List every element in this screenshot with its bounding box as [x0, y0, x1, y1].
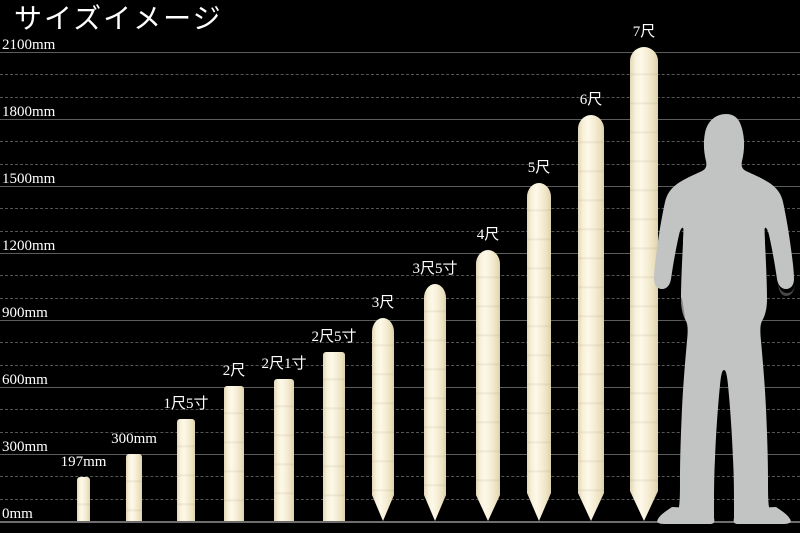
gridline-minor	[0, 409, 800, 411]
bar-shaft	[177, 419, 195, 521]
bar-label: 3尺	[371, 294, 395, 311]
gridline-minor	[0, 342, 800, 344]
y-axis-tick-label: 1200mm	[2, 238, 56, 254]
bar-label: 2尺	[222, 362, 246, 379]
gridline-major	[0, 454, 800, 455]
bar-grain-texture	[126, 454, 142, 521]
gridline-minor	[0, 230, 800, 232]
bar-shaft	[372, 317, 394, 495]
bar-grain-texture	[372, 317, 394, 495]
bar-grain-texture	[224, 385, 244, 521]
gridline-major	[0, 320, 800, 321]
bar-label: 2尺1寸	[261, 355, 307, 372]
bar-label: 1尺5寸	[163, 396, 209, 413]
bar	[224, 385, 244, 521]
bar-grain-texture	[527, 182, 551, 493]
gridline-minor	[0, 297, 800, 299]
gridline-major	[0, 253, 800, 254]
human-silhouette: 1800mm （180cm）	[652, 113, 800, 524]
gridline-minor	[0, 163, 800, 165]
bar	[177, 419, 195, 521]
gridline-major	[0, 52, 800, 53]
bar	[424, 284, 446, 521]
bar-shaft	[224, 385, 244, 521]
bar-grain-texture	[476, 250, 500, 495]
bar-shaft	[77, 477, 90, 521]
bar-label: 300mm	[111, 431, 157, 447]
bar-pointed-tip	[424, 494, 446, 521]
bar	[323, 351, 345, 521]
bar	[274, 378, 294, 521]
page-title: サイズイメージ	[14, 2, 223, 35]
y-axis-tick-label: 2100mm	[2, 37, 56, 53]
bar-label: 5尺	[527, 159, 551, 176]
y-axis-tick-label: 600mm	[2, 372, 48, 388]
gridline-minor	[0, 141, 800, 143]
bar-pointed-tip	[372, 494, 394, 521]
gridline-minor	[0, 431, 800, 433]
bar-grain-texture	[77, 477, 90, 521]
bar-grain-texture	[323, 351, 345, 521]
bar-shaft	[476, 250, 500, 495]
bar	[77, 477, 90, 521]
bar	[476, 250, 500, 521]
gridline-minor	[0, 74, 800, 76]
bar-shaft	[274, 378, 294, 521]
bar-shaft	[578, 114, 604, 493]
bar-pointed-tip	[578, 492, 604, 521]
bar-grain-texture	[578, 114, 604, 493]
y-axis-tick-label: 0mm	[2, 506, 33, 522]
gridline-major	[0, 186, 800, 187]
bar-label: 197mm	[60, 454, 107, 470]
y-axis-tick-label: 1800mm	[2, 104, 56, 120]
gridline-minor	[0, 96, 800, 98]
bar	[372, 317, 394, 521]
y-axis-tick-label: 1500mm	[2, 171, 56, 187]
bar	[527, 182, 551, 521]
gridline-major	[0, 119, 800, 120]
y-axis-tick-label: 300mm	[2, 439, 48, 455]
bar	[126, 454, 142, 521]
bar-grain-texture	[274, 378, 294, 521]
bar-shaft	[424, 284, 446, 495]
bar-label: 2尺5寸	[311, 328, 357, 345]
gridline-minor	[0, 498, 800, 500]
bar-pointed-tip	[527, 492, 551, 521]
gridline-minor	[0, 275, 800, 277]
bar-pointed-tip	[476, 494, 500, 521]
gridline-minor	[0, 364, 800, 366]
bar-grain-texture	[424, 284, 446, 495]
gridline-minor	[0, 208, 800, 210]
gridline-minor	[0, 476, 800, 478]
y-axis-tick-label: 900mm	[2, 305, 48, 321]
bar-label: 6尺	[579, 91, 603, 108]
bar-label: 3尺5寸	[412, 261, 458, 278]
bar-label: 7尺	[632, 24, 656, 41]
bar-shaft	[323, 351, 345, 521]
axis-baseline	[0, 521, 800, 523]
bar-label: 4尺	[476, 227, 500, 244]
bar-grain-texture	[177, 419, 195, 521]
bar-shaft	[527, 182, 551, 493]
gridline-major	[0, 387, 800, 388]
bar	[578, 114, 604, 521]
bar-shaft	[126, 454, 142, 521]
